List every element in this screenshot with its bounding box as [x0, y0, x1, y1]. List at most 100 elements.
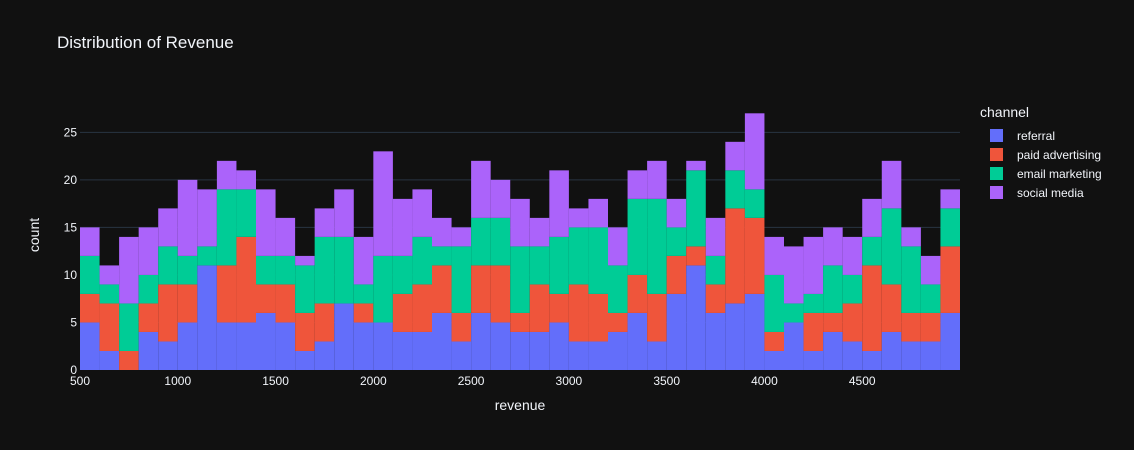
- bar-paid-advertising: [216, 265, 237, 323]
- bar-referral: [920, 341, 941, 370]
- bar-paid-advertising: [353, 303, 374, 323]
- x-tick-label: 3500: [653, 374, 680, 388]
- bar-referral: [686, 265, 706, 370]
- bar-paid-advertising: [99, 303, 120, 351]
- bar-email-marketing: [138, 274, 159, 304]
- bar-paid-advertising: [432, 265, 452, 313]
- bar-email-marketing: [725, 170, 745, 209]
- bar-email-marketing: [901, 246, 921, 313]
- bar-email-marketing: [432, 246, 452, 266]
- bar-email-marketing: [862, 236, 882, 266]
- x-axis-ticks: 500 1000 1500 2000 2500 3000 3500 4000 4500: [70, 374, 876, 388]
- bar-email-marketing: [784, 303, 804, 323]
- bar-social-media: [392, 198, 413, 256]
- bar-paid-advertising: [119, 350, 139, 370]
- bar-email-marketing: [823, 265, 843, 313]
- bar-social-media: [549, 170, 569, 237]
- bar-paid-advertising: [80, 293, 100, 323]
- bar-email-marketing: [158, 246, 178, 285]
- bar-social-media: [705, 217, 726, 256]
- bar-social-media: [842, 236, 863, 275]
- legend: channel referral paid advertising email …: [980, 104, 1102, 202]
- bar-referral: [764, 350, 784, 370]
- x-axis-title: revenue: [495, 397, 546, 413]
- legend-title: channel: [980, 104, 1030, 120]
- bar-social-media: [627, 170, 648, 199]
- bar-email-marketing: [80, 255, 100, 294]
- bar-paid-advertising: [725, 208, 745, 304]
- bar-paid-advertising: [471, 265, 491, 313]
- legend-swatch: [990, 167, 1003, 180]
- bar-social-media: [80, 227, 100, 256]
- bar-email-marketing: [647, 198, 667, 294]
- bar-paid-advertising: [256, 284, 276, 313]
- bar-email-marketing: [627, 198, 648, 275]
- bar-email-marketing: [99, 284, 120, 304]
- bar-paid-advertising: [295, 312, 315, 351]
- bar-social-media: [334, 189, 354, 237]
- bar-referral: [784, 322, 804, 370]
- bar-referral: [314, 341, 335, 370]
- bar-email-marketing: [295, 265, 315, 313]
- x-tick-label: 1500: [262, 374, 289, 388]
- x-tick-label: 2000: [360, 374, 387, 388]
- bar-email-marketing: [686, 170, 706, 247]
- bar-paid-advertising: [451, 312, 472, 342]
- legend-item-referral[interactable]: referral: [980, 126, 1102, 145]
- bar-referral: [803, 350, 824, 370]
- bar-paid-advertising: [920, 312, 941, 342]
- bar-email-marketing: [744, 189, 765, 218]
- bar-social-media: [647, 160, 667, 199]
- bar-email-marketing: [256, 255, 276, 285]
- legend-label: social media: [1017, 185, 1084, 200]
- bar-email-marketing: [803, 293, 824, 313]
- bar-email-marketing: [705, 255, 726, 285]
- legend-item-social-media[interactable]: social media: [980, 183, 1102, 202]
- bar-paid-advertising: [392, 293, 413, 332]
- bar-email-marketing: [392, 255, 413, 294]
- bar-social-media: [568, 208, 589, 228]
- bar-social-media: [686, 160, 706, 171]
- bar-social-media: [99, 265, 120, 285]
- bar-referral: [744, 293, 765, 370]
- legend-item-email-marketing[interactable]: email marketing: [980, 164, 1102, 183]
- bar-social-media: [373, 151, 393, 256]
- legend-item-paid-advertising[interactable]: paid advertising: [980, 145, 1102, 164]
- bar-email-marketing: [529, 246, 550, 285]
- bar-social-media: [177, 179, 198, 256]
- bar-social-media: [510, 198, 530, 247]
- bar-email-marketing: [236, 189, 256, 237]
- bar-email-marketing: [334, 236, 354, 304]
- bar-email-marketing: [216, 189, 237, 266]
- bar-social-media: [920, 255, 941, 285]
- bar-social-media: [490, 179, 511, 218]
- bar-social-media: [451, 227, 472, 247]
- bar-paid-advertising: [529, 284, 550, 332]
- bar-social-media: [275, 217, 296, 256]
- bar-paid-advertising: [842, 303, 863, 342]
- bar-paid-advertising: [177, 284, 198, 323]
- bar-email-marketing: [412, 236, 432, 285]
- bar-referral: [725, 303, 745, 370]
- bar-paid-advertising: [862, 265, 882, 351]
- bar-referral: [627, 312, 648, 370]
- bar-referral: [412, 331, 432, 370]
- bar-social-media: [236, 170, 256, 190]
- bar-email-marketing: [197, 246, 217, 266]
- legend-swatch: [990, 148, 1003, 161]
- bar-paid-advertising: [608, 312, 628, 332]
- bar-referral: [353, 322, 374, 370]
- bar-email-marketing: [608, 265, 628, 313]
- bar-paid-advertising: [764, 331, 784, 351]
- legend-swatch: [990, 129, 1003, 142]
- bar-paid-advertising: [549, 293, 569, 323]
- bar-referral: [334, 303, 354, 370]
- bar-email-marketing: [842, 274, 863, 304]
- legend-label: email marketing: [1017, 166, 1102, 181]
- bar-social-media: [471, 160, 491, 218]
- bar-social-media: [295, 255, 315, 266]
- legend-swatch: [990, 186, 1003, 199]
- bar-email-marketing: [549, 236, 569, 294]
- bar-referral: [901, 341, 921, 370]
- y-tick-label: 10: [64, 268, 78, 282]
